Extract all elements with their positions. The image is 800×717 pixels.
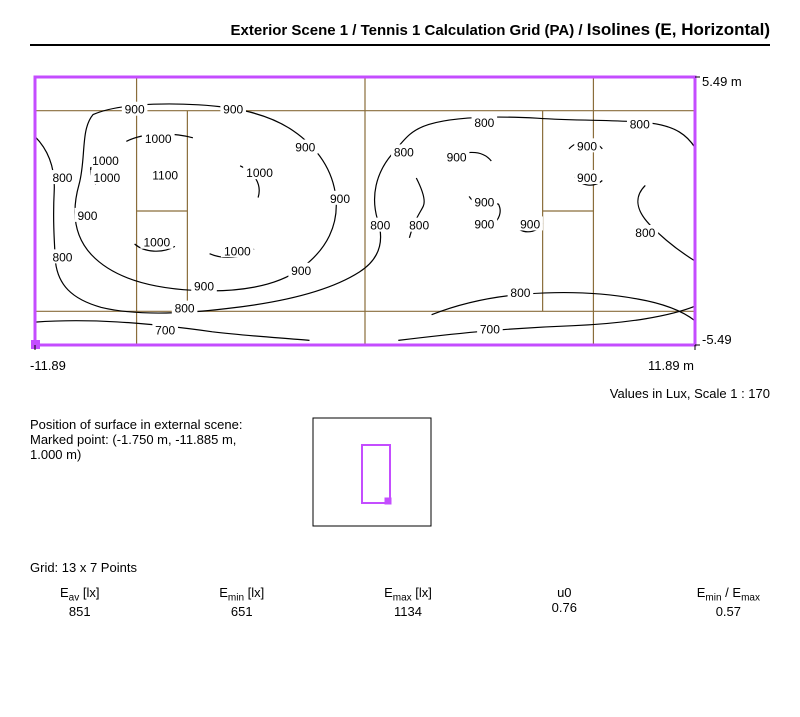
svg-text:800: 800: [394, 145, 414, 159]
svg-text:1000: 1000: [145, 132, 172, 146]
svg-text:1000: 1000: [246, 166, 273, 180]
stat-value: 0.76: [552, 600, 577, 615]
stat-head: Emax [lx]: [384, 585, 432, 604]
svg-text:900: 900: [194, 280, 214, 294]
stats-row: Eav [lx]851Emin [lx]651Emax [lx]1134u00.…: [30, 585, 770, 619]
svg-text:900: 900: [577, 171, 597, 185]
svg-text:700: 700: [480, 322, 500, 336]
scale-caption: Values in Lux, Scale 1 : 170: [30, 386, 770, 401]
stat-cell: Emin [lx]651: [219, 585, 264, 619]
grid-size-label: Grid: 13 x 7 Points: [30, 560, 770, 575]
pos-line3: 1.000 m): [30, 447, 242, 462]
svg-text:1100: 1100: [152, 169, 178, 183]
svg-text:900: 900: [474, 195, 494, 209]
svg-text:800: 800: [510, 286, 530, 300]
svg-text:800: 800: [175, 302, 195, 316]
svg-text:900: 900: [577, 139, 597, 153]
position-block: Position of surface in external scene: M…: [30, 417, 770, 530]
page-title: Exterior Scene 1 / Tennis 1 Calculation …: [30, 20, 770, 46]
svg-text:900: 900: [77, 209, 97, 223]
svg-text:800: 800: [474, 116, 494, 130]
svg-text:900: 900: [125, 103, 145, 117]
title-part1: Exterior Scene 1 / Tennis 1 Calculation …: [231, 22, 587, 39]
stat-cell: Emin / Emax0.57: [697, 585, 760, 619]
svg-text:900: 900: [291, 264, 311, 278]
svg-text:1000: 1000: [224, 244, 251, 258]
svg-text:900: 900: [520, 217, 540, 231]
stat-head: Emin [lx]: [219, 585, 264, 604]
svg-text:800: 800: [635, 226, 655, 240]
svg-text:800: 800: [630, 117, 650, 131]
x-right-label: 11.89 m: [648, 358, 694, 373]
stat-cell: Eav [lx]851: [60, 585, 99, 619]
svg-text:800: 800: [370, 219, 390, 233]
svg-text:900: 900: [295, 141, 315, 155]
svg-text:900: 900: [447, 150, 467, 164]
svg-text:1000: 1000: [143, 236, 170, 250]
svg-text:1000: 1000: [92, 154, 119, 168]
stat-head: Emin / Emax: [697, 585, 760, 604]
stat-value: 1134: [384, 604, 432, 619]
isoline-plot: 7007008008008008008008008008008008009009…: [30, 66, 770, 376]
svg-text:700: 700: [155, 324, 175, 338]
svg-text:900: 900: [223, 103, 243, 117]
svg-text:800: 800: [52, 250, 72, 264]
svg-text:900: 900: [330, 192, 350, 206]
svg-text:1000: 1000: [94, 171, 121, 185]
y-bot-label: -5.49: [702, 332, 732, 347]
stat-head: Eav [lx]: [60, 585, 99, 604]
stat-cell: Emax [lx]1134: [384, 585, 432, 619]
x-left-label: -11.89: [30, 358, 66, 373]
stat-head: u0: [552, 585, 577, 600]
stat-cell: u00.76: [552, 585, 577, 619]
isoline-svg: 7007008008008008008008008008008008009009…: [30, 72, 700, 350]
pos-line1: Position of surface in external scene:: [30, 417, 242, 432]
stat-value: 651: [219, 604, 264, 619]
svg-text:800: 800: [52, 171, 72, 185]
stat-value: 0.57: [697, 604, 760, 619]
svg-text:900: 900: [474, 217, 494, 231]
pos-line2: Marked point: (-1.750 m, -11.885 m,: [30, 432, 242, 447]
position-text: Position of surface in external scene: M…: [30, 417, 242, 462]
title-part2: Isolines (E, Horizontal): [587, 20, 770, 39]
svg-text:800: 800: [409, 219, 429, 233]
mini-map: [312, 417, 432, 530]
stat-value: 851: [60, 604, 99, 619]
y-top-label: 5.49 m: [702, 74, 742, 89]
mini-svg: [312, 417, 432, 527]
